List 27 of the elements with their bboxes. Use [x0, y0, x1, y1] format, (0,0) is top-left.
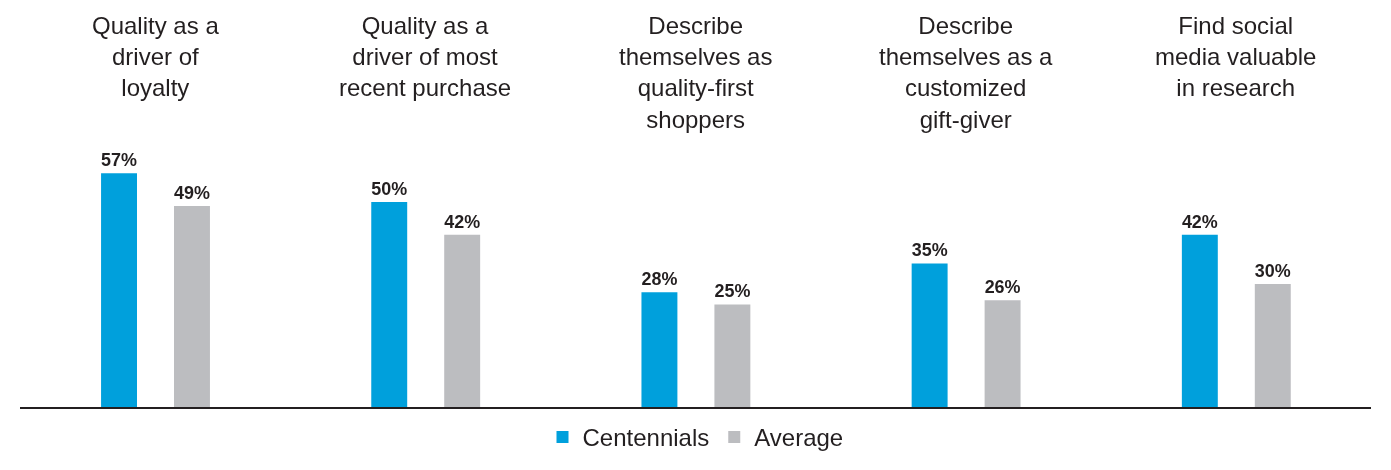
x-tick-label: Describe themselves as quality-first shoppers: [619, 12, 773, 133]
legend-label: Average: [754, 424, 844, 452]
data-label: 30%: [1254, 260, 1291, 281]
bar: [101, 173, 137, 407]
bar: [174, 205, 210, 407]
bar: [911, 263, 948, 407]
x-tick-label: Describe themselves as a customized gift-giver: [879, 12, 1054, 133]
bar: [1254, 283, 1291, 407]
data-label: 25%: [714, 281, 751, 302]
bar: [714, 304, 751, 407]
bar: [444, 234, 481, 407]
data-label: 57%: [101, 150, 138, 171]
bar: [984, 300, 1021, 407]
data-label: 35%: [911, 240, 948, 261]
x-tick-label: Quality as a driver of loyalty: [92, 12, 220, 102]
x-tick-label: Find social media valuable in research: [1155, 12, 1317, 102]
data-label: 42%: [444, 211, 481, 232]
data-label: 50%: [371, 178, 408, 199]
x-tick-label: Quality as a driver of most recent purchase: [339, 12, 512, 102]
bar: [1181, 234, 1218, 407]
data-label: 28%: [641, 269, 678, 290]
legend-label: Centennials: [582, 424, 710, 452]
data-label: 42%: [1181, 211, 1218, 232]
data-label: 49%: [174, 183, 210, 203]
bar: [641, 292, 678, 407]
bar: [371, 201, 408, 407]
data-label: 26%: [984, 277, 1021, 298]
